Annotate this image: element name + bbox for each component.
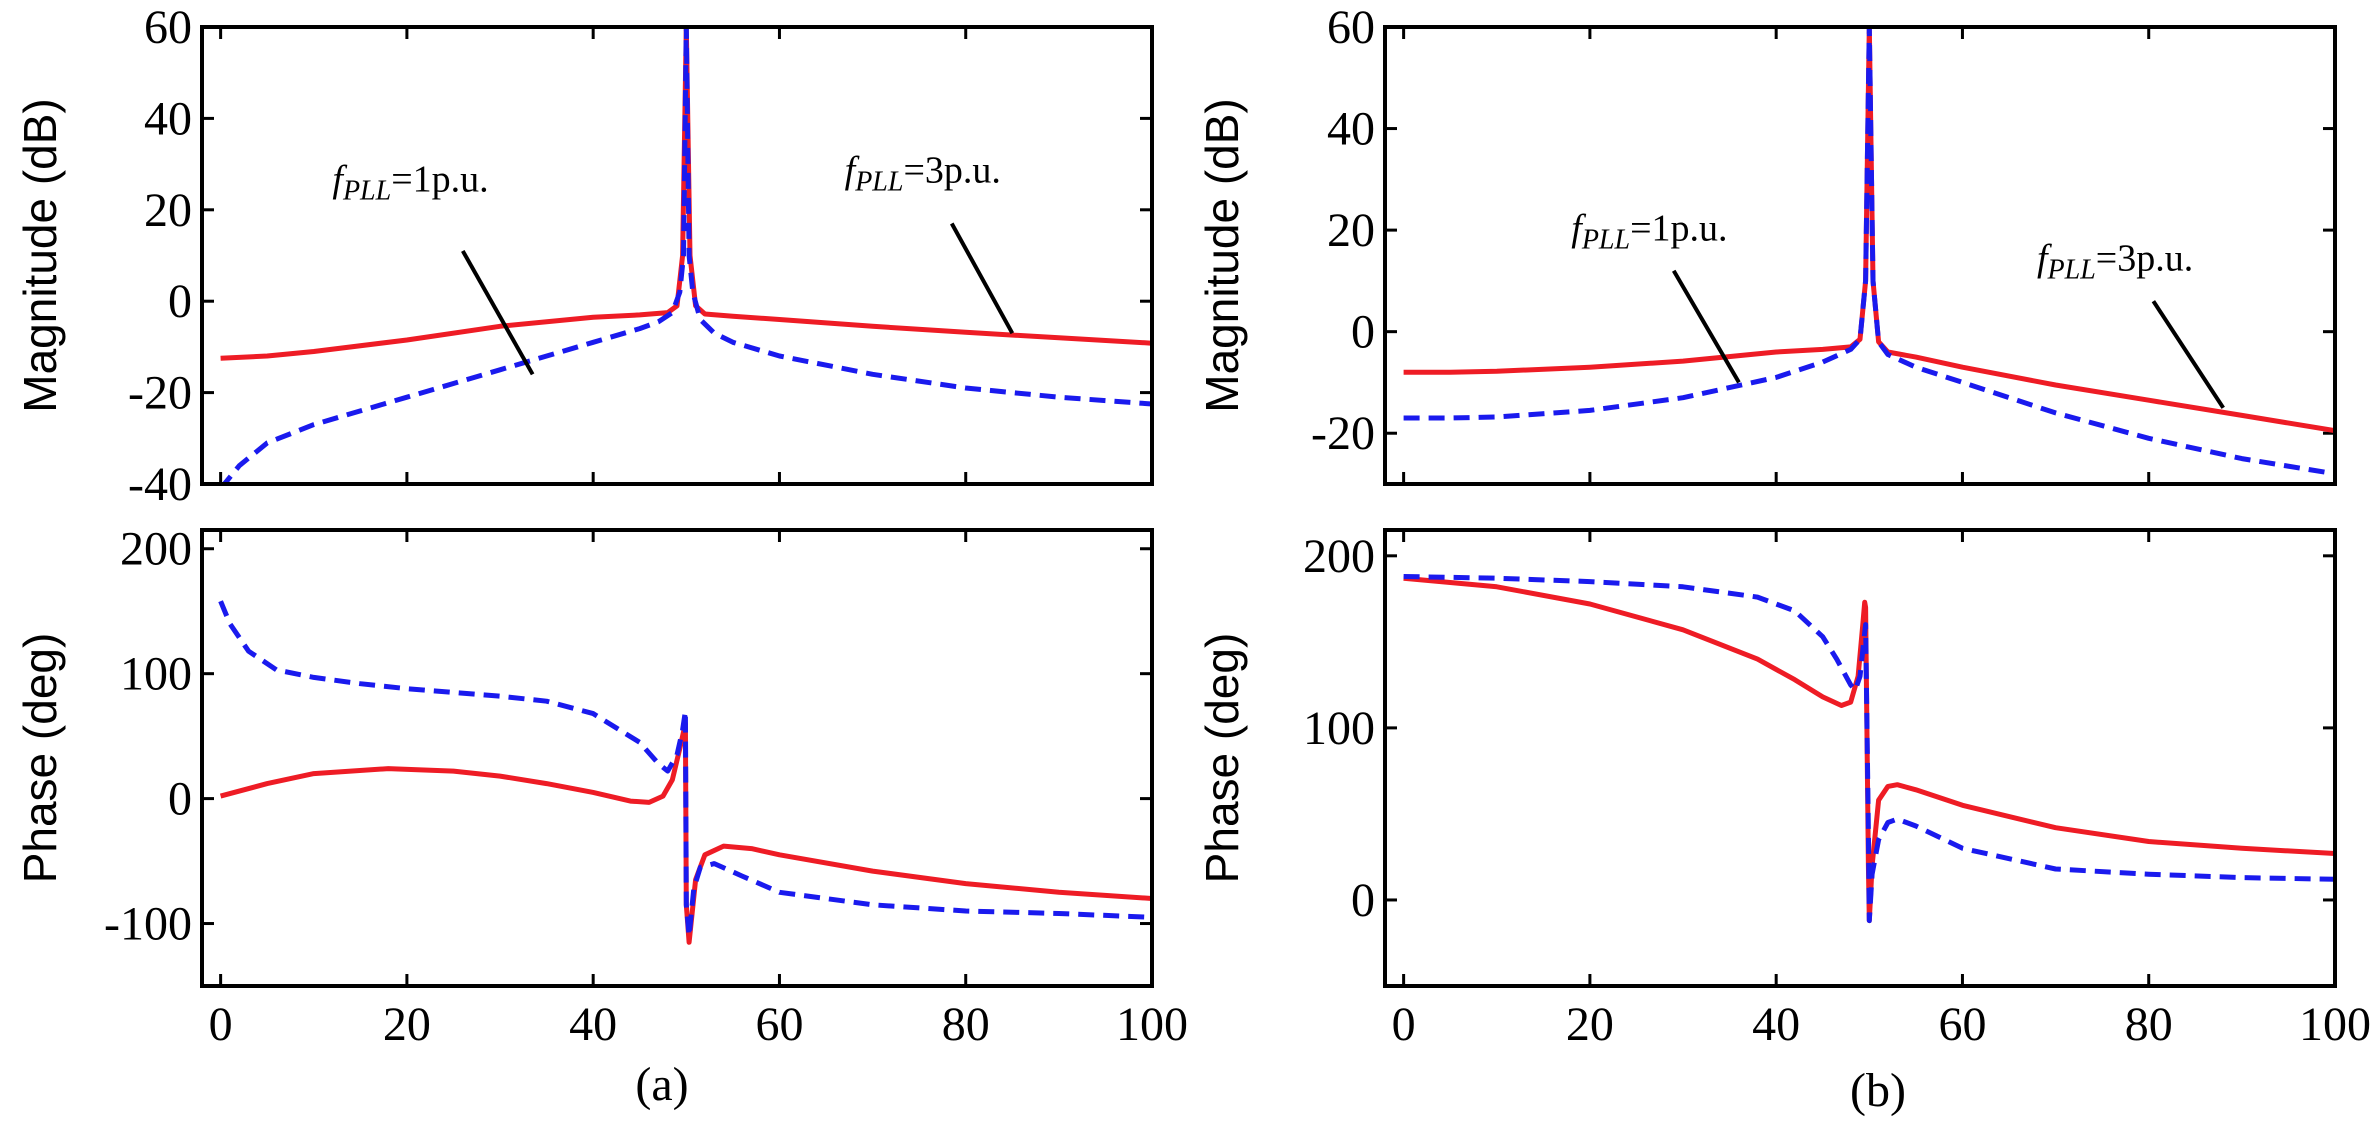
annotation-sub: PLL [2047, 255, 2096, 286]
panel-label-b: (b) [1850, 1064, 1906, 1117]
xtick-label: 20 [1566, 998, 1614, 1051]
annotation-label: fPLL=1p.u. [1571, 207, 1727, 255]
ytick-label: 40 [1327, 103, 1375, 156]
series-line-3pu [1403, 27, 2335, 477]
annotation-sub: PLL [342, 176, 391, 207]
plot-frame [200, 528, 1154, 988]
annotation-pointer-line [1671, 269, 1741, 384]
xtick-label: 60 [1938, 998, 1986, 1051]
xtick-label: 60 [755, 998, 803, 1051]
series-group [220, 27, 1152, 484]
series-line-1pu [1403, 575, 2335, 924]
ytick-label: 0 [168, 773, 192, 826]
annotation-sub: PLL [1581, 224, 1630, 255]
chart-b-phase: 200 100 0 0 20 40 60 80 100 Phase (deg) [1196, 528, 2371, 1051]
annotation-label: fPLL=3p.u. [845, 149, 1001, 197]
chart-b-magnitude: 60 40 20 0 -20 fPLL=1p.u. fPLL=3p.u. Magnitude … [1196, 1, 2337, 486]
y-axis-label: Magnitude (dB) [14, 98, 66, 413]
xtick-label: 0 [1392, 998, 1416, 1051]
ytick-label: -20 [128, 367, 192, 420]
series-line-3pu [1403, 574, 2335, 924]
ytick-label: -40 [128, 458, 192, 511]
xtick-label: 100 [2299, 998, 2371, 1051]
annotation-sub: PLL [854, 166, 903, 197]
annotation-pointer-line [950, 222, 1015, 335]
series-line-1pu [1403, 27, 2335, 434]
ytick-label: 20 [144, 184, 192, 237]
xtick-label: 0 [209, 998, 233, 1051]
panel-label-a: (a) [635, 1058, 688, 1111]
series-group [218, 600, 1152, 945]
ytick-label: 0 [168, 275, 192, 328]
ytick-label: 200 [120, 523, 192, 576]
series-line-3pu [221, 27, 1152, 484]
ytick-label: 60 [144, 1, 192, 54]
series-line-3pu [218, 600, 1152, 939]
annotation-label: fPLL=1p.u. [332, 159, 488, 207]
y-axis-label: Magnitude (dB) [1196, 98, 1248, 413]
xtick-label: 100 [1116, 998, 1188, 1051]
xtick-label: 20 [383, 998, 431, 1051]
annotation-rest: =3p.u. [903, 149, 1000, 191]
ytick-label: -20 [1311, 407, 1375, 460]
ytick-label: 100 [120, 648, 192, 701]
ytick-label: 100 [1303, 702, 1375, 755]
ytick-label: 0 [1351, 306, 1375, 359]
ytick-label: -100 [104, 898, 192, 951]
annotation-pointer-line [461, 249, 535, 376]
annotation-rest: =1p.u. [1630, 207, 1727, 249]
ytick-label: 20 [1327, 204, 1375, 257]
xtick-label: 80 [942, 998, 990, 1051]
xtick-label: 40 [569, 998, 617, 1051]
plot-frame [200, 25, 1154, 486]
ytick-label: 40 [144, 92, 192, 145]
chart-a-magnitude: 60 40 20 0 -20 -40 fPLL=1p.u. fPLL=3p.u. Magnitu… [14, 1, 1154, 511]
ytick-label: 60 [1327, 1, 1375, 54]
xtick-label: 40 [1752, 998, 1800, 1051]
annotation-rest: =3p.u. [2096, 238, 2193, 280]
chart-a-phase: 200 100 0 -100 0 20 40 60 80 100 Phase (deg) [14, 523, 1188, 1051]
plot-frame [1383, 25, 2337, 486]
y-axis-label: Phase (deg) [1196, 633, 1248, 884]
xtick-label: 80 [2125, 998, 2173, 1051]
ytick-label: 200 [1303, 530, 1375, 583]
series-group [1403, 27, 2335, 477]
series-group [1403, 574, 2335, 924]
annotation-rest: =1p.u. [391, 159, 488, 201]
annotation-pointer-line [2151, 300, 2225, 409]
y-axis-label: Phase (deg) [14, 633, 66, 884]
annotation-label: fPLL=3p.u. [2037, 238, 2193, 286]
ytick-label: 0 [1351, 874, 1375, 927]
plot-frame [1383, 528, 2337, 988]
